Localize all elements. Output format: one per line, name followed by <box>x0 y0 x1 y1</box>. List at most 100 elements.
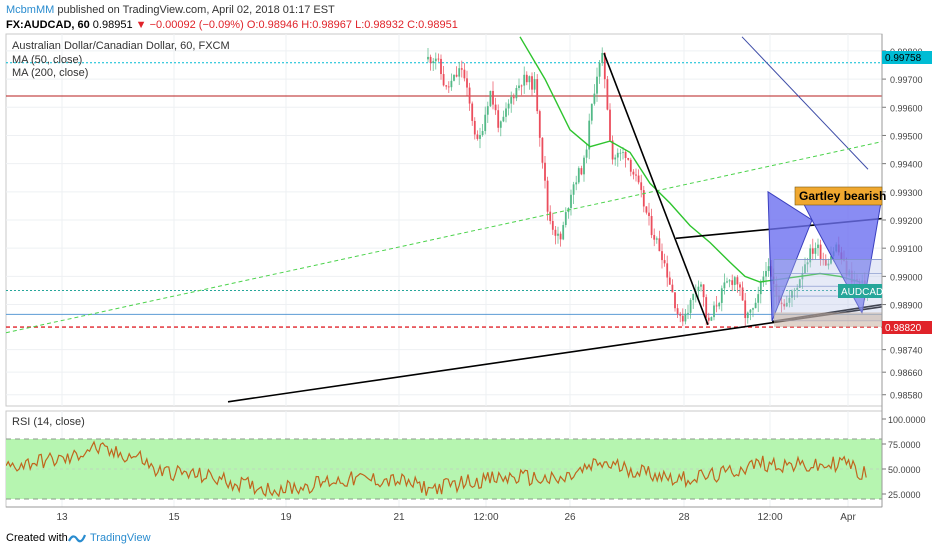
candle-body <box>817 244 819 249</box>
candle-body <box>531 76 533 90</box>
price-tick-label: 0.99100 <box>890 244 923 254</box>
time-tick-label: 12:00 <box>757 512 782 523</box>
price-tag-red-text: 0.98820 <box>885 323 922 334</box>
candle-body <box>796 287 799 290</box>
candle-body <box>710 317 713 321</box>
candle-body <box>541 137 544 163</box>
candle-body <box>676 308 679 314</box>
time-tick-label: 15 <box>168 512 180 523</box>
candle-body <box>681 315 684 322</box>
candle-body <box>609 109 611 141</box>
candle-body <box>442 74 445 86</box>
symbol-tag-text: AUDCAD <box>841 287 883 298</box>
candle-body <box>715 305 718 307</box>
candle-body <box>757 294 760 303</box>
price-tick-label: 0.98900 <box>890 301 923 311</box>
stop-zone-box <box>774 312 882 328</box>
candle-body <box>671 284 674 293</box>
time-tick-label: 21 <box>393 512 405 523</box>
candle-body <box>455 74 458 77</box>
candle-body <box>692 293 695 301</box>
candle-body <box>460 68 463 70</box>
candle-body <box>476 134 479 139</box>
legend-rsi: RSI (14, close) <box>12 416 85 428</box>
symbol-tag: AUDCAD <box>838 284 883 298</box>
candle-body <box>830 256 832 264</box>
candle-body <box>736 277 739 285</box>
candle-body <box>559 233 562 240</box>
candle-body <box>666 263 669 278</box>
candle-body <box>507 103 510 109</box>
candle-body <box>536 79 539 112</box>
candle-body <box>720 288 723 303</box>
candle-body <box>689 300 692 313</box>
candle-body <box>510 97 513 104</box>
candle-body <box>705 297 708 318</box>
candle-body <box>603 52 606 80</box>
candle-body <box>492 90 494 105</box>
candle-body <box>791 291 793 298</box>
price-tick-label: 0.99700 <box>890 75 923 85</box>
candle-body <box>637 175 640 183</box>
candle-body <box>702 284 705 298</box>
price-tick-label: 0.98740 <box>890 346 923 356</box>
candle-body <box>783 303 786 307</box>
candle-body <box>767 266 770 272</box>
candle-body <box>723 282 726 289</box>
candle-body <box>759 282 762 295</box>
candle-body <box>489 90 492 107</box>
tradingview-logo-icon <box>68 534 86 543</box>
candle-body <box>497 110 500 128</box>
ohlc-values: O:0.98946 H:0.98967 L:0.98932 C:0.98951 <box>246 19 458 31</box>
tradingview-brand[interactable]: TradingView <box>90 532 151 544</box>
gartley-xab-triangle <box>767 190 813 322</box>
candle-body <box>668 277 671 285</box>
candle-body <box>741 287 744 301</box>
time-tick-label: 12:00 <box>473 512 498 523</box>
candle-body <box>793 289 796 292</box>
candle-body <box>575 182 578 185</box>
candle-body <box>554 229 557 236</box>
candle-body <box>674 292 676 309</box>
candle-body <box>785 302 788 307</box>
candle-body <box>611 140 614 160</box>
rsi-tick-label: 25.0000 <box>888 490 921 500</box>
price-tick-label: 0.99500 <box>890 131 923 141</box>
time-tick-label: 19 <box>280 512 292 523</box>
candle-body <box>648 212 650 217</box>
candle-body <box>707 317 710 321</box>
candle-body <box>499 121 502 128</box>
candle-body <box>804 264 806 274</box>
rsi-tick-label: 100.0000 <box>888 415 926 425</box>
publish-info: McbmMM published on TradingView.com, Apr… <box>6 4 335 16</box>
candle-body <box>718 302 721 307</box>
candles-group <box>427 47 869 327</box>
candle-body <box>697 286 700 292</box>
candle-body <box>762 276 765 283</box>
candle-body <box>468 87 471 104</box>
candle-body <box>700 284 702 287</box>
candle-body <box>661 251 663 261</box>
rsi-line <box>6 440 867 498</box>
author-link[interactable]: McbmMM <box>6 4 55 16</box>
candle-body <box>622 152 624 153</box>
candle-body <box>629 159 632 172</box>
candle-body <box>788 297 791 303</box>
published-text: published on TradingView.com, April 02, … <box>54 4 335 16</box>
candle-body <box>596 76 598 94</box>
candle-body <box>494 104 497 111</box>
candle-body <box>572 184 575 195</box>
candle-body <box>551 221 554 230</box>
candle-body <box>523 74 526 86</box>
rsi-tick-label: 75.0000 <box>888 440 921 450</box>
candle-body <box>564 212 567 226</box>
candle-body <box>473 120 476 135</box>
candle-body <box>484 114 487 132</box>
legend-ma50: MA (50, close) <box>12 54 82 66</box>
candle-body <box>616 152 619 158</box>
candle-body <box>746 312 749 319</box>
price-tick-label: 0.99400 <box>890 160 923 170</box>
time-tick-label: Apr <box>840 512 856 523</box>
candle-body <box>583 157 585 175</box>
